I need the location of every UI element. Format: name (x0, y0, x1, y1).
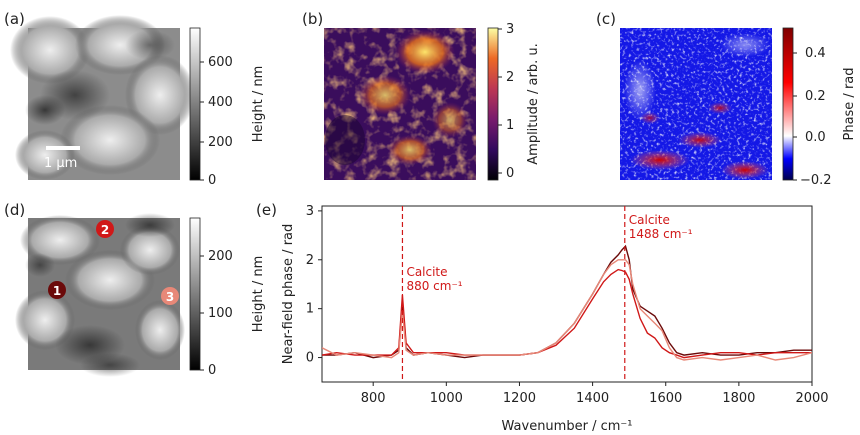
annotation-value-2: 1488 cm⁻¹ (629, 227, 693, 241)
height-map-a: 1 µm (10, 15, 195, 180)
colorbar-d-tick: 200 (208, 249, 233, 264)
panel-label-a: (a) (4, 10, 25, 28)
series-line-3 (322, 259, 812, 361)
colorbar-d-tick: 0 (208, 363, 216, 378)
x-tick-label: 1600 (649, 391, 682, 406)
colorbar-a-tick: 0 (208, 173, 216, 188)
colorbar-b-tick: 2 (506, 70, 514, 85)
colorbar-a: 0 200 400 600 Height / nm (189, 27, 266, 188)
colorbar-c-tick: 0.2 (805, 89, 826, 104)
colorbar-a-tick: 600 (208, 55, 233, 70)
annotation-value-1: 880 cm⁻¹ (406, 279, 462, 293)
amplitude-map-b (324, 28, 476, 180)
colorbar-d-label: Height / nm (251, 256, 266, 333)
panel-label-e: (e) (256, 201, 277, 219)
series-line-1 (322, 244, 812, 359)
series-line-2 (322, 268, 812, 359)
colorbar-c-tick: 0.4 (805, 46, 826, 61)
y-axis-label: Near-field phase / rad (281, 224, 296, 365)
colorbar-c-tick: 0.0 (805, 130, 826, 145)
y-tick-label: 2 (306, 253, 314, 268)
marker-1: 1 (48, 281, 66, 299)
colorbar-c-label: Phase / rad (842, 67, 857, 140)
annotation-label-1: Calcite (406, 265, 447, 279)
x-tick-label: 1000 (430, 391, 463, 406)
phase-map-c (620, 28, 772, 180)
x-axis-label: Wavenumber / cm⁻¹ (502, 419, 633, 434)
x-tick-label: 800 (361, 391, 386, 406)
colorbar-b: 0 1 2 3 Amplitude / arb. u. (487, 22, 541, 181)
y-tick-label: 1 (306, 302, 314, 317)
x-tick-label: 1400 (576, 391, 609, 406)
colorbar-b-label: Amplitude / arb. u. (526, 43, 541, 164)
colorbar-d-tick: 100 (208, 306, 233, 321)
marker-2-label: 2 (101, 223, 109, 237)
colorbar-c: −0.2 0.0 0.2 0.4 Phase / rad (782, 27, 857, 188)
colorbar-b-tick: 3 (506, 22, 514, 37)
x-tick-label: 1200 (503, 391, 536, 406)
marker-2: 2 (96, 220, 114, 238)
colorbar-c-tick: −0.2 (800, 173, 832, 188)
height-map-d: 1 2 3 (15, 213, 185, 377)
colorbar-b-tick: 0 (506, 166, 514, 181)
panel-label-b: (b) (302, 10, 323, 28)
x-tick-label: 2000 (795, 391, 828, 406)
scale-bar (46, 146, 80, 150)
colorbar-b-tick: 1 (506, 118, 514, 133)
marker-3-label: 3 (166, 290, 174, 304)
panel-label-d: (d) (4, 201, 25, 219)
annotation-label-2: Calcite (629, 213, 670, 227)
colorbar-a-ticks: 0 200 400 600 (200, 55, 233, 188)
scale-bar-label: 1 µm (44, 156, 77, 171)
y-tick-label: 0 (306, 351, 314, 366)
panel-label-c: (c) (596, 10, 616, 28)
x-tick-label: 1800 (722, 391, 755, 406)
chart-frame (321, 205, 813, 383)
colorbar-a-tick: 200 (208, 135, 233, 150)
colorbar-a-tick: 400 (208, 95, 233, 110)
y-tick-label: 3 (306, 204, 314, 219)
marker-1-label: 1 (53, 284, 61, 298)
colorbar-d: 0 100 200 Height / nm (189, 217, 266, 378)
colorbar-a-label: Height / nm (251, 66, 266, 143)
marker-3: 3 (161, 287, 179, 305)
